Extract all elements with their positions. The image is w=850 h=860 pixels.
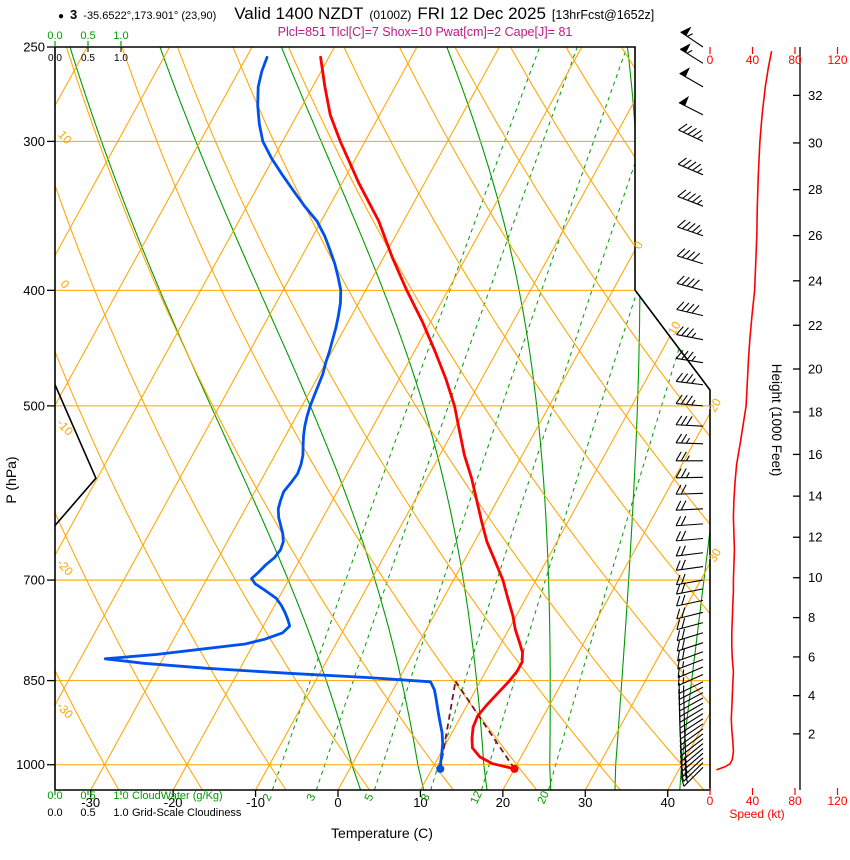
svg-text:30: 30 <box>808 135 822 150</box>
svg-text:-10: -10 <box>54 416 76 438</box>
svg-text:Height (1000 Feet): Height (1000 Feet) <box>769 364 784 477</box>
station-location: -35.6522°,173.901° (23,90) <box>83 10 217 22</box>
wind-barbs <box>675 26 704 787</box>
svg-text:0.0: 0.0 <box>48 53 62 64</box>
svg-text:20: 20 <box>705 396 724 415</box>
svg-text:700: 700 <box>23 573 45 588</box>
svg-text:500: 500 <box>23 398 45 413</box>
isobar-lines <box>55 140 710 766</box>
forecast-tag: [13hrFcst@1652z] <box>551 8 655 22</box>
station-id: 3 <box>70 7 78 22</box>
svg-text:-20: -20 <box>164 795 183 810</box>
svg-text:10: 10 <box>665 319 684 338</box>
svg-text:20: 20 <box>536 789 552 806</box>
svg-text:120: 120 <box>827 53 847 67</box>
dewpoint-curve <box>103 55 445 771</box>
valid-date: FRI 12 Dec 2025 <box>417 4 546 23</box>
svg-text:10: 10 <box>55 128 75 148</box>
svg-text:1.0: 1.0 <box>114 53 128 64</box>
svg-text:16: 16 <box>808 447 822 462</box>
isotherm-lines <box>55 47 710 790</box>
svg-text:40: 40 <box>660 795 674 810</box>
valid-time: Valid 1400 NZDT <box>234 4 364 23</box>
speed-axis: 0 0 40 40 80 80 120 120 Speed (kt) <box>707 47 848 821</box>
svg-text:30: 30 <box>705 546 724 565</box>
svg-text:40: 40 <box>746 794 760 808</box>
svg-text:-10: -10 <box>246 795 265 810</box>
svg-text:0.0: 0.0 <box>47 30 62 42</box>
svg-text:30: 30 <box>578 795 592 810</box>
svg-text:-30: -30 <box>54 699 76 721</box>
svg-text:0.5: 0.5 <box>80 30 95 42</box>
moist-adiabat-lines <box>69 47 710 790</box>
dry-adiabat-lines <box>55 47 710 790</box>
svg-text:10: 10 <box>808 570 822 585</box>
svg-text:1.0: 1.0 <box>113 790 128 802</box>
svg-text:1.0: 1.0 <box>113 807 128 819</box>
svg-text:8: 8 <box>808 610 815 625</box>
svg-text:0.0: 0.0 <box>47 790 62 802</box>
svg-text:6: 6 <box>808 649 815 664</box>
svg-text:2: 2 <box>261 792 275 803</box>
svg-text:-30: -30 <box>81 795 100 810</box>
svg-text:1000: 1000 <box>16 757 45 772</box>
svg-text:-20: -20 <box>54 556 76 578</box>
svg-text:3: 3 <box>305 792 319 803</box>
svg-text:32: 32 <box>808 88 822 103</box>
title-bar: ● 3 -35.6522°,173.901° (23,90) Valid 140… <box>58 4 654 24</box>
svg-text:0.5: 0.5 <box>80 790 95 802</box>
svg-text:0: 0 <box>707 794 714 808</box>
background-isolines <box>55 47 710 790</box>
svg-text:0: 0 <box>707 53 714 67</box>
svg-text:Speed (kt): Speed (kt) <box>729 807 784 821</box>
svg-text:80: 80 <box>788 794 802 808</box>
svg-text:250: 250 <box>23 40 45 55</box>
svg-text:10: 10 <box>413 795 427 810</box>
svg-text:80: 80 <box>788 53 802 67</box>
svg-text:0: 0 <box>334 795 341 810</box>
svg-text:0.5: 0.5 <box>80 807 95 819</box>
svg-text:5: 5 <box>363 792 377 803</box>
surface-dewpoint-dot <box>436 764 445 773</box>
svg-text:24: 24 <box>808 273 822 288</box>
surface-temperature-dot <box>510 764 519 773</box>
svg-text:20: 20 <box>496 795 510 810</box>
svg-text:14: 14 <box>808 489 822 504</box>
station-dot-icon: ● <box>58 11 65 22</box>
svg-text:850: 850 <box>23 673 45 688</box>
svg-text:300: 300 <box>23 134 45 149</box>
svg-text:0: 0 <box>630 239 646 252</box>
grid-scale-cloudiness-profile <box>54 384 97 527</box>
wind-speed-curve <box>716 50 773 771</box>
svg-text:P (hPa): P (hPa) <box>3 456 19 503</box>
stability-indices: Plcl=851 Tlcl[C]=7 Shox=10 Pwat[cm]=2 Ca… <box>277 25 573 39</box>
svg-text:0.5: 0.5 <box>81 53 95 64</box>
svg-text:120: 120 <box>827 794 847 808</box>
svg-text:4: 4 <box>808 688 815 703</box>
svg-text:CloudWater (g/Kg): CloudWater (g/Kg) <box>132 790 223 802</box>
svg-text:Temperature (C): Temperature (C) <box>331 825 433 841</box>
svg-text:0: 0 <box>58 277 73 292</box>
svg-text:1.0: 1.0 <box>113 30 128 42</box>
svg-text:40: 40 <box>746 53 760 67</box>
svg-text:20: 20 <box>808 361 822 376</box>
svg-text:12: 12 <box>808 530 822 545</box>
svg-text:28: 28 <box>808 182 822 197</box>
svg-text:0.0: 0.0 <box>47 807 62 819</box>
svg-text:18: 18 <box>808 405 822 420</box>
svg-text:2: 2 <box>808 726 815 741</box>
svg-text:400: 400 <box>23 283 45 298</box>
svg-text:Grid-Scale Cloudiness: Grid-Scale Cloudiness <box>132 807 242 819</box>
temperature-curve <box>319 55 524 771</box>
svg-text:22: 22 <box>808 318 822 333</box>
svg-text:12: 12 <box>469 789 485 806</box>
svg-text:26: 26 <box>808 228 822 243</box>
valid-zulu: (0100Z) <box>369 8 412 22</box>
svg-text:8: 8 <box>419 792 433 803</box>
